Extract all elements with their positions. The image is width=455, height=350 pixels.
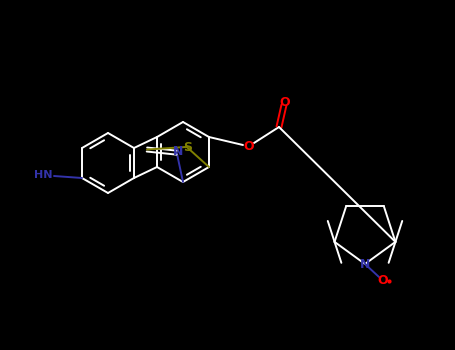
- Text: O: O: [378, 273, 388, 287]
- Text: N: N: [172, 145, 183, 158]
- Text: S: S: [183, 141, 192, 154]
- Text: N: N: [360, 258, 370, 271]
- Text: O: O: [244, 140, 254, 153]
- Text: HN: HN: [34, 170, 52, 180]
- Text: O: O: [280, 96, 290, 108]
